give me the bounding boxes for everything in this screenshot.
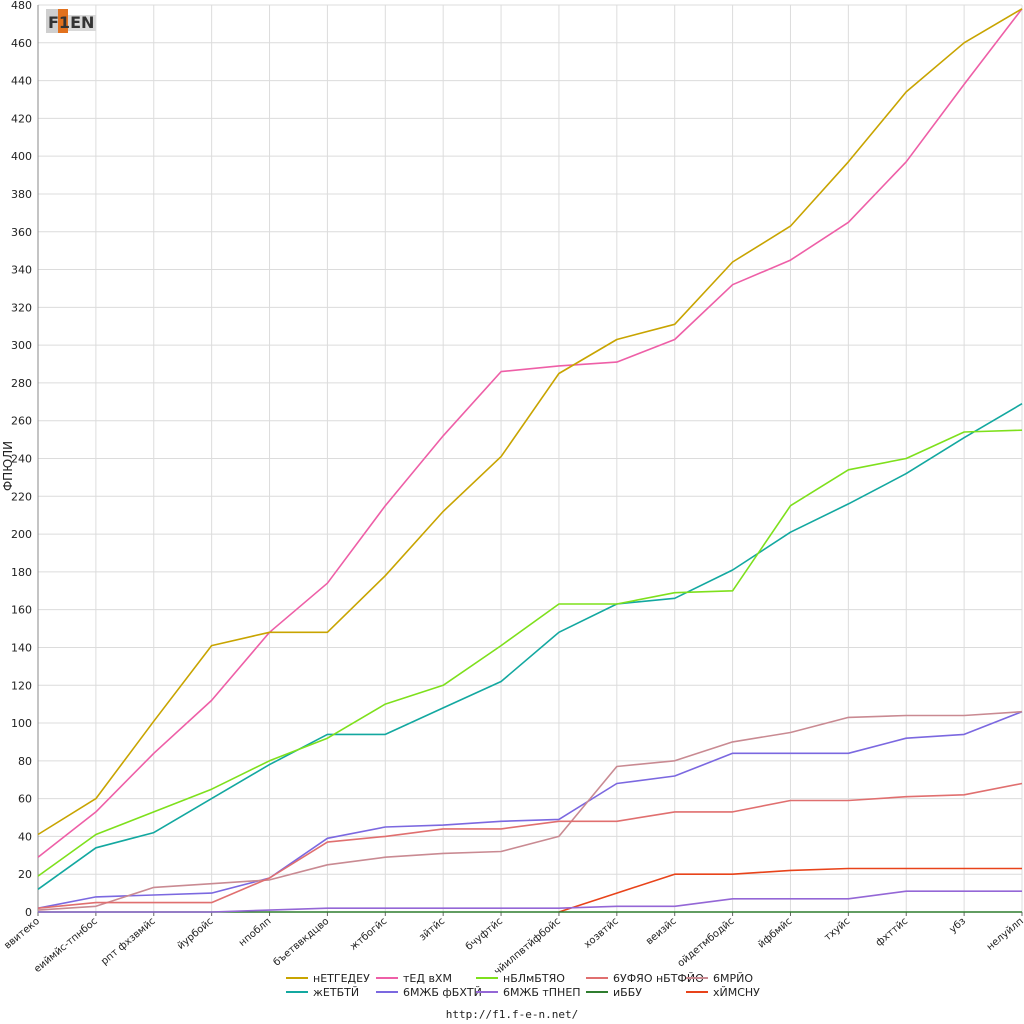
y-tick-label: 200: [11, 528, 32, 541]
logo-block-3: [68, 15, 96, 31]
legend-label: хЙМСНУ: [713, 986, 760, 999]
y-tick-label: 180: [11, 566, 32, 579]
legend: нЕТГЕДЕУ тЕД вХМ нБЛмБТЯО 6УФЯО нБТФЙО 6МРЙО…: [286, 972, 760, 999]
logo-block-2: [58, 9, 68, 33]
x-tick-label: жтбогйс: [348, 916, 389, 953]
y-tick-label: 340: [11, 264, 32, 277]
y-tick-label: 0: [25, 906, 32, 919]
logo-text: F1EN: [48, 13, 94, 32]
y-tick-label: 300: [11, 339, 32, 352]
axes: [37, 5, 1023, 916]
y-tick-label: 40: [18, 830, 32, 843]
series-line: [37, 710, 1023, 911]
footer-url[interactable]: http://f1.f-e-n.net/: [446, 1008, 578, 1021]
y-tick-label: 460: [11, 37, 32, 50]
series-line: [558, 867, 1022, 913]
y-tick-label: 120: [11, 679, 32, 692]
y-tick-label: 60: [18, 793, 32, 806]
x-tick-label: хозвтйс: [582, 916, 621, 951]
y-tick-label: 80: [18, 755, 32, 768]
y-tick-labels: 0 20 40 60 80 100 120 140 160 180 200 220 240 260 280 3…: [11, 0, 32, 919]
legend-label: 6МЖБ фБХТЙ: [403, 986, 482, 999]
x-tick-label: рпт фхзвмйс: [99, 916, 157, 968]
series-lines: [37, 8, 1023, 913]
y-axis-label: ФПЮЛИ: [1, 441, 15, 491]
series-line: [37, 8, 1023, 858]
legend-label: нБЛмБТЯО: [503, 972, 565, 985]
x-tick-label: йфбмйс: [756, 916, 794, 951]
x-tick-label: нпоблп: [237, 916, 273, 949]
x-tick-label: еиймйс-тпнбос: [32, 916, 100, 975]
y-tick-label: 160: [11, 604, 32, 617]
x-tick-label: нелуйлп: [985, 916, 1024, 953]
series-line: [37, 782, 1023, 909]
series-line: [37, 710, 1023, 909]
y-tick-label: 380: [11, 188, 32, 201]
x-tick-label: тхуйс: [822, 916, 852, 943]
legend-label: нЕТГЕДЕУ: [313, 972, 370, 985]
x-tick-label: ввитеко: [2, 916, 42, 952]
y-tick-label: 400: [11, 150, 32, 163]
legend-label: тЕД вХМ: [403, 972, 452, 985]
series-line: [37, 429, 1023, 877]
legend-label: 6МРЙО: [713, 972, 753, 985]
y-tick-label: 240: [11, 453, 32, 466]
y-tick-label: 220: [11, 490, 32, 503]
grid: [37, 4, 1023, 913]
x-tick-label: убз: [948, 916, 968, 936]
y-tick-label: 260: [11, 415, 32, 428]
x-tick-label: бъетввкдцво: [272, 916, 332, 969]
x-tick-label: ойдетмбодйс: [676, 916, 737, 970]
legend-label: иББУ: [613, 986, 642, 999]
y-tick-label: 280: [11, 377, 32, 390]
y-tick-label: 320: [11, 301, 32, 314]
x-tick-label: фхттйс: [874, 916, 910, 949]
y-tick-label: 100: [11, 717, 32, 730]
y-tick-label: 140: [11, 641, 32, 654]
x-tick-label: йурбойс: [176, 916, 216, 952]
y-tick-label: 480: [11, 0, 32, 12]
series-line: [37, 8, 1023, 836]
legend-label: 6МЖБ тПНЕП: [503, 986, 581, 999]
series-line: [37, 403, 1023, 890]
y-tick-label: 20: [18, 868, 32, 881]
x-tick-label: бчуфтйс: [464, 916, 505, 953]
x-tick-label: зйтйс: [417, 916, 447, 943]
logo-block-1: [46, 9, 58, 33]
legend-label: жЕТБТЙ: [313, 986, 359, 999]
legend-label: 6УФЯО нБТФЙО: [613, 972, 704, 985]
y-tick-label: 360: [11, 226, 32, 239]
x-tick-label: веизйс: [644, 916, 679, 947]
y-tick-label: 420: [11, 112, 32, 125]
series-line: [38, 890, 1022, 913]
logo-mark: F1EN: [46, 9, 96, 33]
y-tick-label: 440: [11, 75, 32, 88]
site-logo: F1EN: [46, 7, 98, 35]
